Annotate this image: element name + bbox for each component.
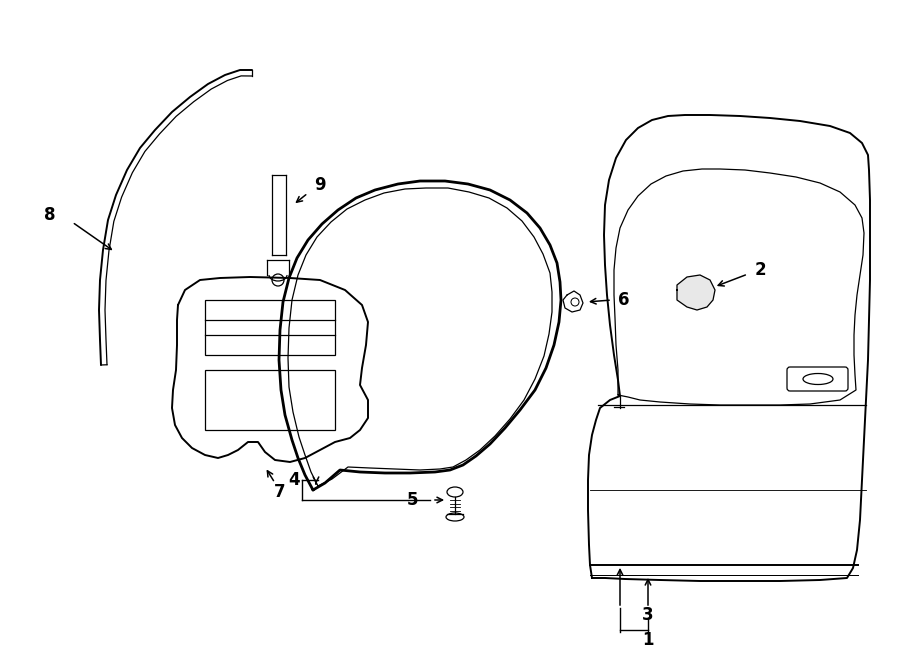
- Polygon shape: [563, 291, 583, 312]
- Bar: [205, 370, 335, 430]
- Text: 2: 2: [754, 261, 766, 279]
- Polygon shape: [677, 275, 715, 310]
- Text: 9: 9: [314, 176, 326, 194]
- Text: 6: 6: [618, 291, 629, 309]
- Text: 5: 5: [407, 491, 418, 509]
- Text: 7: 7: [274, 483, 286, 501]
- Text: 1: 1: [643, 631, 653, 649]
- Text: 8: 8: [44, 206, 56, 224]
- Text: 3: 3: [643, 606, 653, 624]
- FancyBboxPatch shape: [787, 367, 848, 391]
- Bar: [205, 300, 335, 355]
- Text: 4: 4: [288, 471, 300, 489]
